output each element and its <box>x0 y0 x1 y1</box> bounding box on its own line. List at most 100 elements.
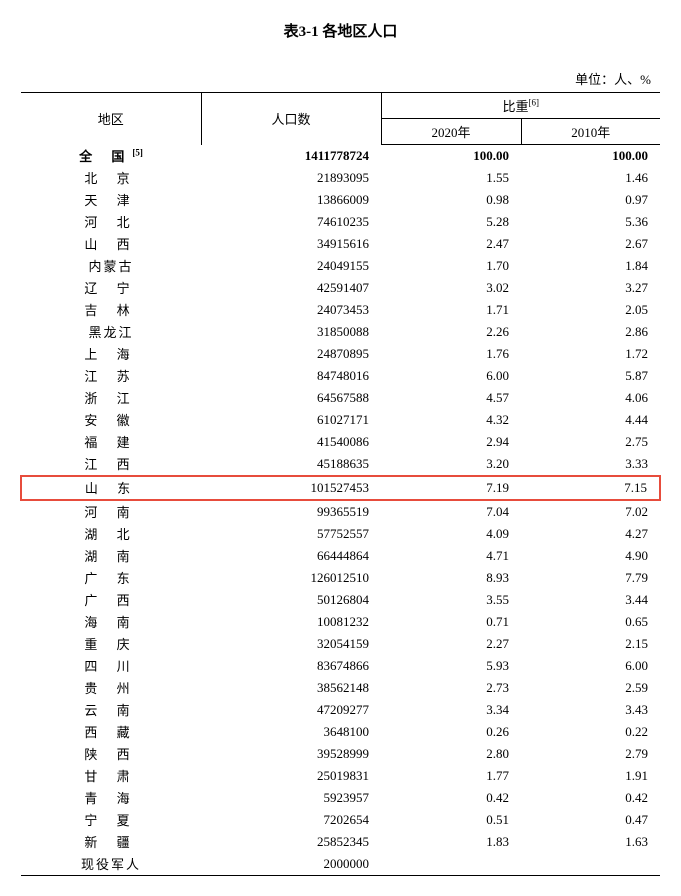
cell-2020: 2.27 <box>381 633 521 655</box>
cell-population: 42591407 <box>201 277 381 299</box>
cell-2010: 1.63 <box>521 831 660 853</box>
cell-2020: 5.28 <box>381 211 521 233</box>
cell-2010: 1.84 <box>521 255 660 277</box>
unit-label: 单位：人、% <box>20 69 661 88</box>
cell-2010: 2.15 <box>521 633 660 655</box>
cell-population: 13866009 <box>201 189 381 211</box>
cell-region: 黑龙江 <box>21 321 201 343</box>
cell-2020: 4.57 <box>381 387 521 409</box>
cell-population: 24049155 <box>201 255 381 277</box>
cell-2020: 2.73 <box>381 677 521 699</box>
cell-region: 重 庆 <box>21 633 201 655</box>
table-row-total: 全 国[5]1411778724100.00100.00 <box>21 145 660 167</box>
cell-population: 10081232 <box>201 611 381 633</box>
cell-region: 天 津 <box>21 189 201 211</box>
cell-region: 北 京 <box>21 167 201 189</box>
cell-population: 5923957 <box>201 787 381 809</box>
cell-population: 3648100 <box>201 721 381 743</box>
header-2010: 2010年 <box>521 119 660 145</box>
cell-population: 99365519 <box>201 500 381 523</box>
table-row: 海 南100812320.710.65 <box>21 611 660 633</box>
cell-2010: 0.42 <box>521 787 660 809</box>
cell-2010: 7.15 <box>521 476 660 500</box>
cell-2010: 0.22 <box>521 721 660 743</box>
cell-population: 50126804 <box>201 589 381 611</box>
cell-2010: 1.91 <box>521 765 660 787</box>
header-region: 地区 <box>21 93 201 145</box>
cell-2020: 0.71 <box>381 611 521 633</box>
cell-population: 66444864 <box>201 545 381 567</box>
cell-region: 内蒙古 <box>21 255 201 277</box>
cell-2010: 6.00 <box>521 655 660 677</box>
cell-2010: 7.02 <box>521 500 660 523</box>
cell-2020: 1.55 <box>381 167 521 189</box>
cell-2010: 4.27 <box>521 523 660 545</box>
table-row: 广 东1260125108.937.79 <box>21 567 660 589</box>
cell-2010: 2.79 <box>521 743 660 765</box>
cell-region: 宁 夏 <box>21 809 201 831</box>
cell-2020: 3.20 <box>381 453 521 476</box>
header-share-sup: [6] <box>529 98 540 108</box>
cell-region: 甘 肃 <box>21 765 201 787</box>
cell-2010: 3.43 <box>521 699 660 721</box>
cell-2020: 1.76 <box>381 343 521 365</box>
cell-region: 辽 宁 <box>21 277 201 299</box>
cell-region: 山 西 <box>21 233 201 255</box>
cell-2020: 6.00 <box>381 365 521 387</box>
cell-population: 24073453 <box>201 299 381 321</box>
cell-2010: 100.00 <box>521 145 660 167</box>
cell-2020: 4.71 <box>381 545 521 567</box>
cell-2010: 2.86 <box>521 321 660 343</box>
cell-2010: 4.06 <box>521 387 660 409</box>
cell-region: 广 西 <box>21 589 201 611</box>
table-row: 吉 林240734531.712.05 <box>21 299 660 321</box>
cell-2020: 1.70 <box>381 255 521 277</box>
cell-2020: 1.77 <box>381 765 521 787</box>
cell-region: 湖 南 <box>21 545 201 567</box>
cell-population: 24870895 <box>201 343 381 365</box>
table-row: 西 藏36481000.260.22 <box>21 721 660 743</box>
table-title: 表3-1 各地区人口 <box>20 20 661 41</box>
cell-2020: 1.83 <box>381 831 521 853</box>
header-share: 比重[6] <box>381 93 660 119</box>
cell-2010: 1.72 <box>521 343 660 365</box>
cell-population: 1411778724 <box>201 145 381 167</box>
cell-2010: 7.79 <box>521 567 660 589</box>
table-row: 陕 西395289992.802.79 <box>21 743 660 765</box>
cell-population: 39528999 <box>201 743 381 765</box>
cell-2010: 3.44 <box>521 589 660 611</box>
cell-2010: 5.87 <box>521 365 660 387</box>
cell-region: 陕 西 <box>21 743 201 765</box>
table-row: 宁 夏72026540.510.47 <box>21 809 660 831</box>
cell-region: 四 川 <box>21 655 201 677</box>
cell-region: 青 海 <box>21 787 201 809</box>
cell-region: 广 东 <box>21 567 201 589</box>
cell-population: 21893095 <box>201 167 381 189</box>
cell-2010: 4.44 <box>521 409 660 431</box>
cell-2020: 7.04 <box>381 500 521 523</box>
cell-2020: 2.26 <box>381 321 521 343</box>
cell-population: 34915616 <box>201 233 381 255</box>
cell-2020: 4.32 <box>381 409 521 431</box>
cell-2020: 2.47 <box>381 233 521 255</box>
table-row: 辽 宁425914073.023.27 <box>21 277 660 299</box>
cell-2020: 5.93 <box>381 655 521 677</box>
cell-2020: 3.55 <box>381 589 521 611</box>
cell-2020: 4.09 <box>381 523 521 545</box>
cell-region: 贵 州 <box>21 677 201 699</box>
cell-region: 江 苏 <box>21 365 201 387</box>
table-row: 北 京218930951.551.46 <box>21 167 660 189</box>
cell-region: 江 西 <box>21 453 201 476</box>
table-row: 现役军人2000000 <box>21 853 660 876</box>
table-row: 内蒙古240491551.701.84 <box>21 255 660 277</box>
cell-2020: 3.34 <box>381 699 521 721</box>
cell-population: 2000000 <box>201 853 381 876</box>
cell-region: 新 疆 <box>21 831 201 853</box>
table-body: 全 国[5]1411778724100.00100.00北 京218930951… <box>21 145 660 876</box>
cell-population: 31850088 <box>201 321 381 343</box>
cell-region: 浙 江 <box>21 387 201 409</box>
cell-population: 38562148 <box>201 677 381 699</box>
cell-2020: 8.93 <box>381 567 521 589</box>
cell-2010: 2.59 <box>521 677 660 699</box>
cell-population: 47209277 <box>201 699 381 721</box>
